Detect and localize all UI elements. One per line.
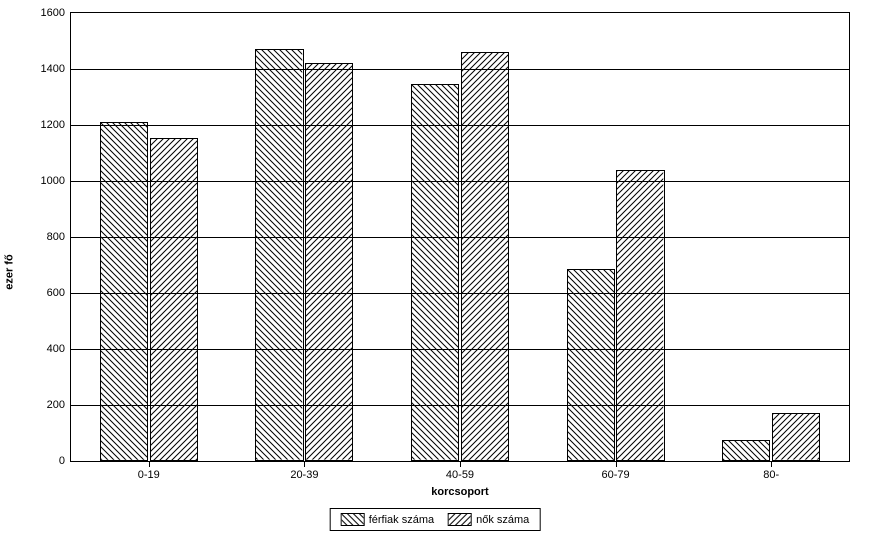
bar-series-1 — [616, 170, 664, 461]
y-tick-label: 400 — [47, 343, 65, 355]
x-tick-label: 60-79 — [602, 469, 630, 481]
y-tick-label: 1000 — [41, 175, 65, 187]
legend-label: férfiak száma — [369, 514, 434, 526]
x-axis-label: korcsoport — [70, 486, 850, 498]
grid-line — [71, 125, 849, 126]
bar-series-1 — [150, 138, 198, 461]
bar-series-0 — [722, 440, 770, 461]
y-tick-label: 0 — [59, 455, 65, 467]
y-tick-label: 200 — [47, 399, 65, 411]
grid-line — [71, 349, 849, 350]
y-tick-label: 800 — [47, 231, 65, 243]
y-axis-label: ezer fő — [4, 254, 16, 289]
x-tick — [460, 462, 461, 467]
x-tick — [304, 462, 305, 467]
legend-label: nők száma — [476, 514, 529, 526]
grid-line — [71, 405, 849, 406]
grid-line — [71, 237, 849, 238]
bar-series-1 — [305, 63, 353, 461]
x-tick — [771, 462, 772, 467]
y-tick-label: 1200 — [41, 119, 65, 131]
y-tick-label: 600 — [47, 287, 65, 299]
bar-series-0 — [567, 269, 615, 461]
x-tick-label: 20-39 — [290, 469, 318, 481]
chart-container: ezer fő 0-1920-3940-5960-7980- 020040060… — [0, 0, 870, 543]
bar-series-0 — [100, 122, 148, 461]
x-tick-label: 80- — [763, 469, 779, 481]
legend-item: férfiak száma — [341, 513, 434, 526]
legend-swatch-series-1 — [448, 513, 472, 526]
legend-swatch-series-0 — [341, 513, 365, 526]
grid-line — [71, 293, 849, 294]
x-tick — [616, 462, 617, 467]
bar-series-1 — [772, 413, 820, 461]
plot-area: 0-1920-3940-5960-7980- 02004006008001000… — [70, 12, 850, 462]
bar-series-0 — [255, 49, 303, 461]
x-tick-label: 0-19 — [138, 469, 160, 481]
legend-item: nők száma — [448, 513, 529, 526]
grid-line — [71, 181, 849, 182]
legend: férfiak száma nők száma — [330, 508, 541, 531]
y-tick-label: 1600 — [41, 7, 65, 19]
grid-line — [71, 69, 849, 70]
y-tick-label: 1400 — [41, 63, 65, 75]
bar-series-1 — [461, 52, 509, 461]
x-tick — [149, 462, 150, 467]
x-tick-label: 40-59 — [446, 469, 474, 481]
